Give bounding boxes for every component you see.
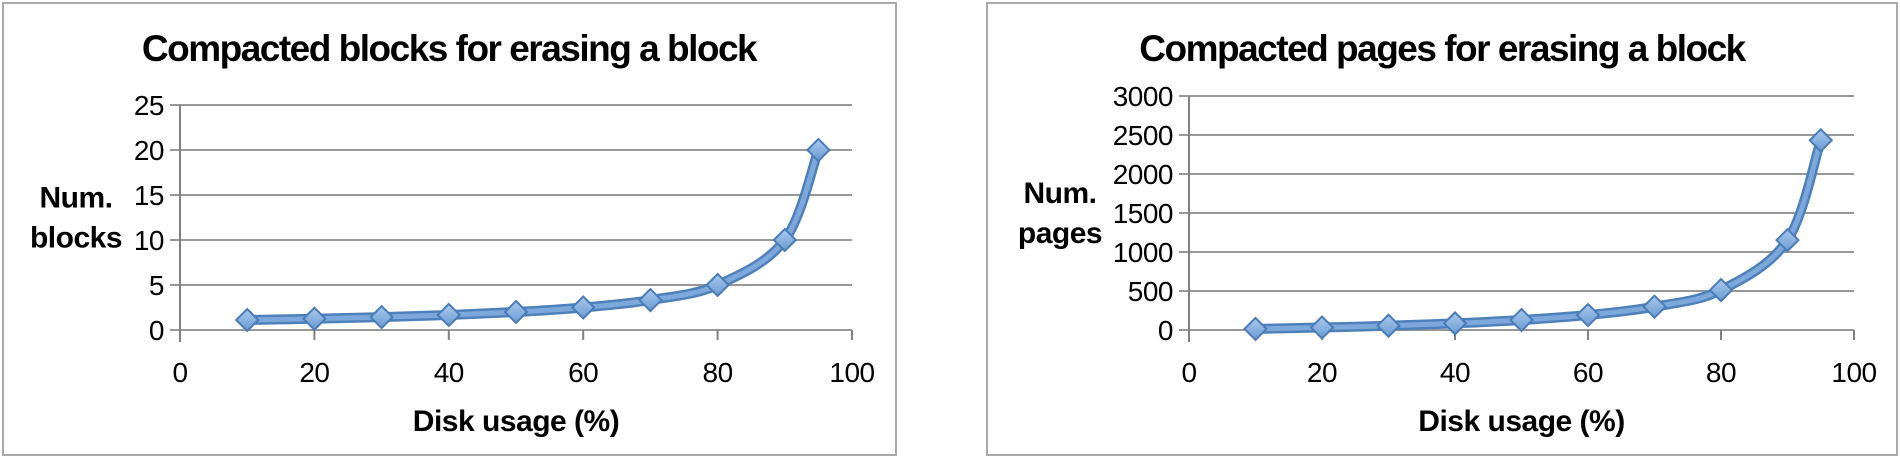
chart-panel-pages: Compacted pages for erasing a block 0 500 1… [986,2,1898,456]
data-point-marker [1642,294,1667,320]
data-point-marker [234,307,260,333]
series-line [242,145,824,325]
y-tick-label: 5 [149,270,164,301]
x-tick-label: 60 [568,357,598,388]
data-point-marker [1708,277,1734,303]
x-tick-label: 80 [1706,357,1736,388]
data-point-marker [772,227,798,253]
chart-title: Compacted blocks for erasing a block [142,28,758,69]
series-line-highlight [1253,137,1824,332]
x-tick-label: 80 [703,357,733,388]
data-point-marker [1442,310,1468,336]
y-tick-label: 0 [149,315,164,346]
x-tick-label: 60 [1573,357,1603,388]
chart-title: Compacted pages for erasing a block [1139,28,1746,69]
data-point-marker [1376,313,1401,339]
series-line [1250,135,1826,334]
y-tick-label: 500 [1128,276,1173,307]
series-line-highlight [244,147,821,323]
y-tick-label: 0 [1158,315,1173,346]
x-axis-title: Disk usage (%) [413,405,619,438]
data-point-marker [1243,316,1268,342]
y-axis-title-line2: blocks [30,222,122,255]
data-point-marker [1575,302,1601,328]
data-point-marker [369,304,395,330]
data-point-marker [1808,127,1834,153]
data-point-marker [1509,307,1534,333]
data-point-marker [503,299,529,325]
x-tick-label: 40 [434,357,464,388]
x-tick-label: 20 [299,357,329,388]
x-tick-label: 100 [829,357,874,388]
y-tick-label: 2000 [1113,159,1173,190]
data-point-marker [570,295,596,320]
y-axis-title-line2: pages [1018,217,1102,250]
pages-line-chart: Compacted pages for erasing a block 0 500 1… [1018,28,1877,438]
y-tick-label: 20 [134,135,164,166]
y-axis-title-line1: Num. [1024,177,1097,210]
data-point-marker [637,287,663,313]
y-tick-label: 25 [134,90,164,121]
x-tick-label: 40 [1440,357,1470,388]
y-tick-label: 1000 [1113,237,1173,268]
y-tick-label: 3000 [1113,81,1173,112]
blocks-line-chart: Compacted blocks for erasing a block 0 5 10… [30,28,875,438]
y-tick-label: 10 [134,225,164,256]
data-point-marker [301,306,327,332]
x-tick-label: 100 [1831,357,1876,388]
data-point-marker [436,302,462,328]
x-tick-label: 0 [172,357,187,388]
data-point-marker [1309,315,1335,340]
x-axis-title: Disk usage (%) [1418,405,1624,438]
chart-panel-blocks: Compacted blocks for erasing a block 0 5 10… [2,2,897,456]
y-tick-label: 1500 [1113,198,1173,229]
y-tick-label: 2500 [1113,120,1173,151]
data-point-marker [705,272,731,298]
x-tick-label: 20 [1307,357,1337,388]
y-axis-title-line1: Num. [40,182,113,215]
data-point-marker [805,137,831,163]
y-tick-label: 15 [134,180,164,211]
x-tick-label: 0 [1181,357,1196,388]
data-point-marker [1775,227,1800,253]
